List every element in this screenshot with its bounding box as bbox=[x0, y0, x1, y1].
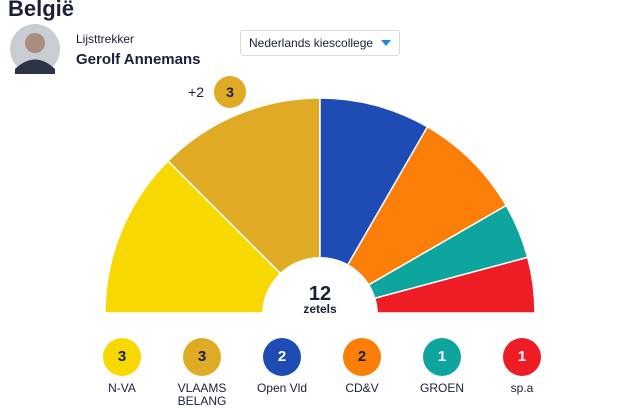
legend-label: GROEN bbox=[419, 381, 464, 395]
badge-value: 3 bbox=[226, 84, 234, 100]
legend-label: N-VA bbox=[108, 381, 136, 395]
candidate-photo bbox=[10, 24, 60, 74]
seat-segment bbox=[104, 159, 322, 314]
legend-label: CD&V bbox=[345, 381, 379, 395]
seat-change: +2 bbox=[188, 84, 204, 100]
legend-dot: 3 bbox=[183, 338, 221, 376]
badge bbox=[214, 76, 246, 108]
dropdown-arrow[interactable] bbox=[381, 40, 391, 46]
legend-item: 2 CD&V bbox=[322, 338, 402, 395]
legend-item: 3 VLAAMS BELANG bbox=[162, 338, 242, 408]
total-seats: 12 bbox=[309, 283, 331, 305]
legend-dot: 1 bbox=[423, 338, 461, 376]
legend-dot: 1 bbox=[503, 338, 541, 376]
candidate-name: Gerolf Annemans bbox=[76, 51, 201, 68]
seat-segment bbox=[317, 125, 508, 316]
legend-dot: 3 bbox=[103, 338, 141, 376]
legend-item: 3 N-VA bbox=[82, 338, 162, 395]
dropdown[interactable]: Nederlands kiescollege bbox=[240, 30, 400, 56]
seat-segment bbox=[166, 97, 321, 315]
legend-dot: 2 bbox=[263, 338, 301, 376]
seat-segment bbox=[319, 97, 429, 316]
dropdown-label[interactable]: Nederlands kiescollege bbox=[249, 36, 374, 50]
legend-item: 1 sp.a bbox=[482, 338, 562, 395]
title: België bbox=[8, 0, 75, 21]
total-label: zetels bbox=[303, 302, 337, 316]
legend-item: 2 Open Vld bbox=[242, 338, 322, 395]
candidate-role: Lijsttrekker bbox=[76, 32, 135, 46]
legend-label: sp.a bbox=[510, 381, 534, 395]
legend-dot: 2 bbox=[343, 338, 381, 376]
legend-label: VLAAMS BELANG bbox=[177, 381, 227, 408]
legend-label: Open Vld bbox=[256, 381, 308, 395]
legend-item: 1 GROEN bbox=[402, 338, 482, 395]
